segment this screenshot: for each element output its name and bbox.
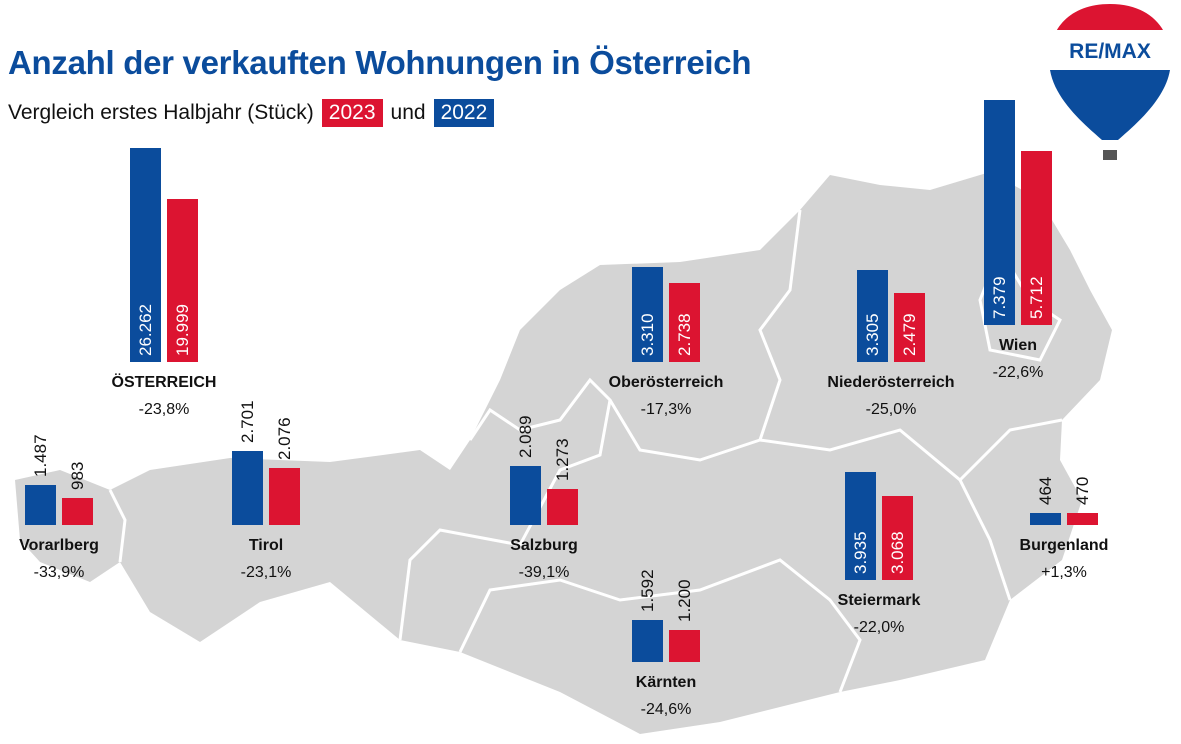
region-change: -22,6%	[992, 364, 1044, 381]
value-label-2023: 5.712	[1027, 276, 1046, 319]
bar-2023	[1021, 150, 1052, 325]
bar-2022	[510, 466, 541, 525]
region-name: Oberösterreich	[608, 374, 724, 391]
value-label-2023: 1.273	[553, 438, 572, 482]
bar-2022	[25, 484, 56, 525]
region-name: Kärnten	[635, 674, 697, 691]
austria-shape	[15, 172, 1112, 734]
value-label-2022: 3.935	[851, 531, 870, 574]
region-change: -23,8%	[138, 401, 190, 418]
legend-2022: 2022	[433, 99, 495, 127]
region-name: Salzburg	[510, 537, 578, 554]
value-label-2022: 464	[1036, 476, 1055, 505]
remax-balloon-logo: RE/MAX	[1049, 4, 1171, 160]
value-label-2023: 2.076	[275, 417, 294, 461]
region-borders	[108, 209, 1063, 693]
value-label-2022: 1.592	[638, 569, 657, 612]
bar-2023	[269, 468, 300, 525]
region-name: Vorarlberg	[19, 537, 99, 554]
bar-2022	[632, 619, 663, 662]
value-label-2022: 26.262	[136, 304, 155, 356]
bar-2023	[669, 630, 700, 662]
value-label-2023: 19.999	[173, 304, 192, 356]
region-name: Steiermark	[837, 592, 921, 609]
value-label-2023: 2.738	[675, 313, 694, 356]
region-change: -24,6%	[640, 701, 692, 718]
bar-2022	[130, 147, 161, 362]
region-change: +1,3%	[1041, 564, 1087, 581]
region-change: -25,0%	[865, 401, 917, 418]
bar-2022	[632, 267, 663, 362]
value-label-2022: 3.310	[638, 313, 657, 356]
bar-2023	[1067, 512, 1098, 525]
value-label-2022: 3.305	[863, 313, 882, 356]
bar-2023	[669, 283, 700, 362]
region-name: Tirol	[248, 537, 284, 554]
logo-text: RE/MAX	[1069, 40, 1151, 63]
bar-2023	[62, 498, 93, 525]
bar-2023	[167, 199, 198, 362]
bar-2022	[857, 269, 888, 362]
region-change: -22,0%	[853, 619, 905, 636]
region-change: -17,3%	[640, 401, 692, 418]
region-change: -33,9%	[33, 564, 85, 581]
region-name: Burgenland	[1019, 537, 1109, 554]
bar-2022	[1030, 512, 1061, 525]
bar-2022	[845, 472, 876, 580]
value-label-2023: 2.479	[900, 313, 919, 356]
value-label-2023: 3.068	[888, 531, 907, 574]
value-label-2022: 2.089	[516, 415, 535, 459]
bar-2022	[984, 99, 1015, 325]
value-label-2023: 470	[1073, 476, 1092, 505]
page-title: Anzahl der verkauften Wohnungen in Öster…	[8, 44, 752, 81]
legend-connector: und	[390, 101, 426, 124]
value-label-2023: 983	[68, 461, 87, 491]
bar-2023	[894, 292, 925, 362]
bar-2022	[232, 450, 263, 525]
value-label-2022: 1.487	[31, 434, 50, 477]
value-label-2022: 2.701	[238, 400, 257, 443]
subtitle: Vergleich erstes Halbjahr (Stück) 2023 u…	[8, 99, 495, 127]
legend-2023: 2023	[321, 99, 383, 127]
region-name: ÖSTERREICH	[111, 374, 217, 391]
bar-2023	[547, 489, 578, 525]
value-label-2022: 7.379	[990, 276, 1009, 319]
region-change: -39,1%	[518, 564, 570, 581]
region-name: Niederösterreich	[827, 374, 955, 391]
region-name: Wien	[998, 337, 1038, 354]
region-change: -23,1%	[240, 564, 292, 581]
subtitle-text: Vergleich erstes Halbjahr (Stück)	[8, 101, 314, 124]
bar-2023	[882, 495, 913, 580]
value-label-2023: 1.200	[675, 579, 694, 623]
